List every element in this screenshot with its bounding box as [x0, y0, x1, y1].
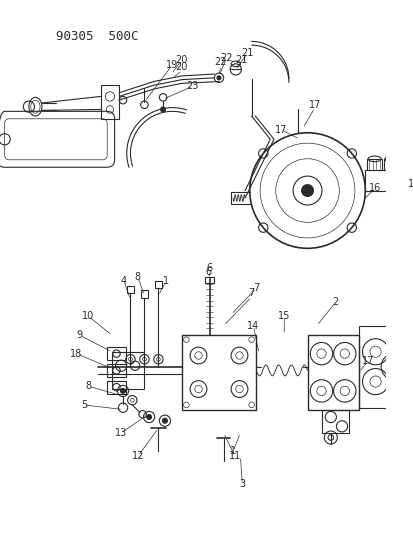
Text: 11: 11 [228, 451, 240, 461]
Text: 1: 1 [229, 447, 235, 456]
Bar [358, 326, 406, 408]
Text: 9: 9 [76, 330, 82, 340]
Circle shape [216, 76, 220, 79]
Text: 8: 8 [85, 381, 91, 391]
Circle shape [160, 107, 165, 112]
Bar [100, 85, 119, 119]
Text: 7: 7 [252, 284, 259, 293]
Text: 5: 5 [81, 400, 87, 410]
Bar [321, 409, 349, 433]
Bar [112, 352, 144, 389]
Text: 19: 19 [166, 60, 178, 70]
Bar [383, 159, 396, 170]
Bar [107, 347, 126, 360]
Circle shape [162, 418, 167, 423]
Bar [126, 286, 134, 293]
Text: 20: 20 [175, 55, 188, 65]
Text: 21: 21 [235, 55, 247, 65]
Text: 2: 2 [332, 297, 338, 308]
Text: 6: 6 [205, 266, 211, 277]
Circle shape [147, 415, 151, 419]
Text: 12: 12 [131, 451, 144, 461]
Bar [107, 381, 126, 394]
Text: 13: 13 [115, 428, 127, 438]
Text: 16: 16 [407, 179, 413, 189]
Bar [307, 335, 358, 409]
Bar [154, 281, 162, 288]
Bar [204, 277, 214, 283]
Text: 90305  500C: 90305 500C [56, 30, 138, 43]
Text: 4: 4 [121, 276, 127, 286]
Text: 8: 8 [135, 272, 141, 282]
Text: 1: 1 [162, 276, 169, 286]
Text: 3: 3 [239, 479, 245, 489]
Bar [366, 159, 381, 170]
Text: 20: 20 [175, 62, 188, 71]
Text: 6: 6 [206, 263, 212, 273]
Bar [140, 290, 148, 298]
Text: 22: 22 [214, 57, 227, 67]
Text: 18: 18 [70, 349, 82, 359]
Text: 21: 21 [241, 47, 254, 58]
Text: 17: 17 [275, 125, 287, 135]
Text: 17: 17 [308, 100, 320, 110]
Bar [364, 170, 400, 191]
Text: 22: 22 [220, 53, 232, 63]
Text: 7: 7 [248, 288, 254, 298]
Text: 17: 17 [361, 356, 373, 366]
Text: 23: 23 [186, 81, 199, 91]
Circle shape [400, 182, 404, 186]
Bar [181, 335, 256, 409]
Text: 14: 14 [247, 321, 259, 330]
Circle shape [121, 389, 125, 393]
Circle shape [301, 185, 313, 196]
Text: 16: 16 [368, 183, 381, 193]
Text: 15: 15 [278, 311, 290, 321]
Text: 10: 10 [82, 311, 95, 321]
Bar [107, 364, 126, 377]
